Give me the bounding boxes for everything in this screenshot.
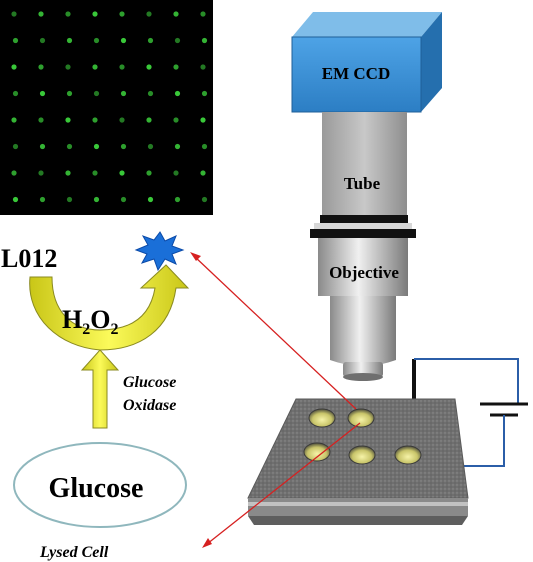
substrate-label: L012: [1, 244, 57, 273]
glow-dot: [174, 37, 181, 44]
glow-dot: [39, 37, 46, 44]
glow-dot: [38, 64, 44, 70]
fluorescence-image: [0, 0, 213, 215]
glow-dot: [39, 196, 46, 203]
glow-dot: [174, 196, 181, 203]
glow-dot: [120, 37, 127, 44]
glow-dot: [38, 117, 44, 123]
glow-dot: [66, 90, 73, 97]
glow-dot: [173, 117, 179, 123]
glow-dot: [11, 11, 17, 17]
glow-dot: [200, 117, 206, 123]
glow-dot: [92, 11, 98, 17]
electrode-circuit: [412, 358, 528, 467]
glow-dot: [65, 11, 71, 17]
camera-label: EM CCD: [322, 64, 390, 83]
glow-dot: [146, 170, 152, 176]
glow-dot: [174, 90, 181, 97]
glow-dot: [12, 90, 19, 97]
glow-dot: [173, 64, 179, 70]
lysed-cell-label: Lysed Cell: [39, 544, 109, 561]
glow-dot: [119, 117, 125, 123]
glow-dot: [66, 196, 73, 203]
microwell: [347, 408, 375, 428]
glow-dot: [39, 143, 46, 150]
glow-dot: [146, 64, 152, 70]
objective-lens: Objective: [318, 238, 408, 381]
glow-dot: [39, 90, 46, 97]
glow-dot: [146, 11, 152, 17]
objective-label: Objective: [329, 263, 399, 282]
glow-dot: [119, 64, 125, 70]
glow-dot: [200, 170, 206, 176]
glucose-label: Glucose: [49, 473, 144, 504]
glow-dot: [11, 64, 17, 70]
glow-dot: [12, 143, 19, 150]
tube-label: Tube: [344, 174, 381, 193]
microwell: [348, 445, 376, 465]
glow-dot: [200, 11, 206, 17]
glow-dot: [65, 117, 71, 123]
glow-dot: [66, 37, 73, 44]
glow-dot: [174, 143, 181, 150]
glow-dot: [201, 37, 208, 44]
glowing-well-array: [11, 11, 208, 203]
glow-dot: [147, 37, 154, 44]
glow-dot: [11, 170, 17, 176]
glow-dot: [93, 90, 100, 97]
glow-dot: [12, 196, 19, 203]
glow-dot: [119, 170, 125, 176]
microwell-chip: [247, 398, 469, 525]
glow-dot: [120, 196, 127, 203]
glow-dot: [120, 143, 127, 150]
glow-dot: [119, 11, 125, 17]
glow-dot: [92, 64, 98, 70]
glow-dot: [93, 143, 100, 150]
glow-dot: [200, 64, 206, 70]
microwell: [303, 442, 331, 462]
enzyme-label-line2: Oxidase: [123, 397, 176, 414]
red-arrows: [190, 252, 361, 548]
glow-dot: [173, 170, 179, 176]
glow-dot: [147, 90, 154, 97]
microscope-tube: Tube: [310, 112, 416, 238]
glow-dot: [147, 143, 154, 150]
glow-dot: [201, 143, 208, 150]
glucose-ellipse: [13, 442, 187, 528]
glow-dot: [11, 117, 17, 123]
glow-dot: [65, 64, 71, 70]
glow-dot: [66, 143, 73, 150]
glow-dot: [93, 37, 100, 44]
glow-dot: [38, 170, 44, 176]
glow-dot: [65, 170, 71, 176]
microwell: [308, 408, 336, 428]
reaction-arrows: [29, 264, 190, 429]
glow-dot: [12, 37, 19, 44]
glow-dot: [120, 90, 127, 97]
glow-dot: [92, 170, 98, 176]
glow-dot: [173, 11, 179, 17]
h2o2-label: H2O2: [62, 305, 118, 338]
glow-dot: [146, 117, 152, 123]
glow-dot: [201, 196, 208, 203]
glow-dot: [38, 11, 44, 17]
glow-dot: [147, 196, 154, 203]
emission-burst-icon: [134, 231, 185, 272]
enzyme-label-line1: Glucose: [123, 374, 176, 391]
glow-dot: [92, 117, 98, 123]
em-ccd-camera: EM CCD: [291, 12, 442, 113]
microwell: [394, 445, 422, 465]
glow-dot: [93, 196, 100, 203]
glow-dot: [201, 90, 208, 97]
